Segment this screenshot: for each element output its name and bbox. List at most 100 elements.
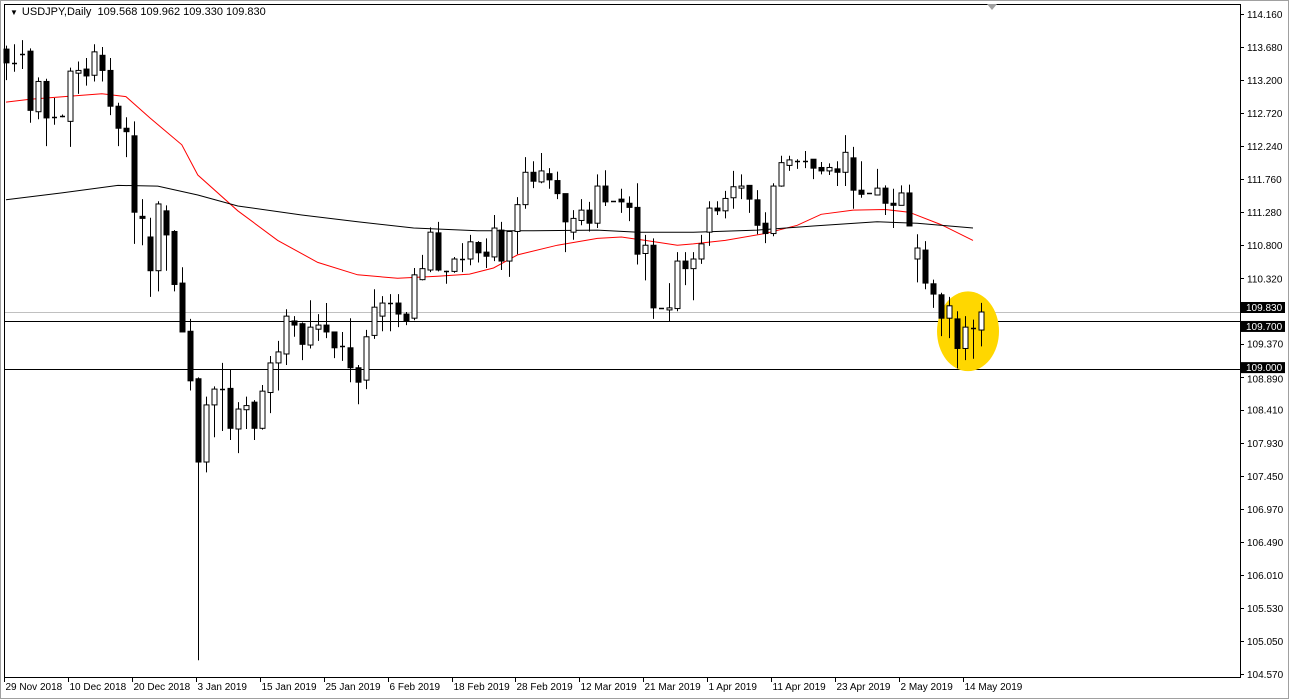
time-tick-label: 15 Jan 2019: [262, 682, 317, 693]
candle: [467, 234, 474, 266]
time-tick-label: 29 Nov 2018: [6, 682, 63, 693]
candle-body-bull: [978, 311, 985, 331]
candle-body-bear: [850, 157, 857, 191]
candle-body-bull: [259, 390, 266, 429]
candle-body-bull: [514, 204, 521, 232]
triangle-down-icon[interactable]: ▼: [10, 8, 18, 17]
candle-body-bear: [83, 68, 90, 77]
candle-body-bear: [634, 206, 641, 255]
time-tick-label: 11 Apr 2019: [773, 682, 827, 693]
candle-body-bull: [770, 185, 777, 235]
time-tick-label: 23 Apr 2019: [837, 682, 891, 693]
candle: [842, 135, 849, 187]
price-axis[interactable]: 114.160 113.680 113.200 112.720 112.240 111.7…: [1240, 4, 1285, 681]
candle: [259, 384, 266, 430]
candle: [578, 199, 585, 226]
candle: [818, 161, 825, 175]
candle-body-bear: [107, 69, 114, 107]
price-tick-label: 104.570: [1247, 670, 1284, 681]
candle-body-bear: [115, 105, 122, 129]
candle-body-bear: [618, 198, 625, 203]
candle: [834, 161, 841, 187]
candle: [730, 170, 737, 209]
price-tick-label: 105.530: [1247, 604, 1284, 615]
price-tick-label: 112.240: [1247, 142, 1283, 153]
candle-body-bear: [291, 320, 298, 326]
candle-body-bull: [275, 351, 282, 364]
candle-body-bull: [91, 51, 98, 76]
candle-body-bear: [131, 135, 138, 213]
candle-body-bull: [874, 187, 881, 196]
candle-body-bear: [530, 171, 537, 182]
candle: [267, 356, 274, 414]
candles-layer: [3, 40, 985, 661]
candle-body-bull: [538, 170, 545, 183]
candle: [874, 168, 881, 196]
candle-body-bear: [27, 50, 34, 111]
candle-body-bear: [99, 54, 106, 71]
candle-body-bear: [163, 210, 170, 236]
candle-body-bear: [650, 244, 657, 309]
price-tick-label: 111.760: [1247, 175, 1282, 186]
candle-body-bear: [554, 180, 561, 195]
price-tick-label: 107.450: [1247, 472, 1284, 483]
candle-body-bull: [235, 408, 242, 430]
candle-body-bull: [570, 217, 577, 233]
candle: [674, 252, 681, 312]
candle-body-bear: [123, 127, 130, 133]
candle: [203, 396, 210, 473]
candle: [291, 316, 298, 337]
candle: [491, 214, 498, 262]
candle: [460, 243, 465, 273]
time-tick-label: 3 Jan 2019: [198, 682, 248, 693]
time-tick-label: 6 Feb 2019: [390, 682, 441, 693]
candle: [220, 362, 225, 432]
candle: [898, 185, 905, 206]
candle: [299, 322, 306, 361]
candle: [27, 48, 34, 123]
chart-shift-marker-icon[interactable]: [987, 4, 997, 10]
price-label-level: 109.000: [1246, 363, 1283, 374]
candle-body-bull: [371, 306, 378, 336]
candle-body-bull: [642, 244, 649, 254]
candle: [235, 402, 242, 454]
price-tick-label: 106.970: [1247, 505, 1284, 516]
symbol-timeframe: USDJPY,Daily: [21, 6, 92, 18]
price-label-bid: 109.830: [1246, 303, 1283, 314]
time-axis[interactable]: 29 Nov 2018 10 Dec 2018 20 Dec 2018 3 Jan 2…: [4, 677, 1023, 693]
candle: [659, 307, 664, 310]
candle-body-bear: [930, 283, 937, 295]
candle-body-bull: [962, 326, 969, 349]
candle: [395, 294, 402, 328]
ma-fast-line: [5, 93, 974, 279]
candle: [211, 386, 218, 438]
price-label-box: [1241, 362, 1285, 374]
candle: [323, 303, 330, 339]
candle: [35, 77, 42, 120]
candle: [506, 230, 513, 277]
candle: [618, 188, 625, 213]
candle: [682, 252, 689, 286]
price-tick-label: 108.890: [1247, 375, 1284, 386]
candle-body-bull: [411, 274, 418, 319]
candle: [826, 163, 833, 176]
candle-body-bear: [858, 189, 865, 195]
time-tick-label: 14 May 2019: [965, 682, 1023, 693]
candle: [67, 67, 74, 147]
time-tick-label: 21 Mar 2019: [645, 682, 702, 693]
candle-body-bear: [626, 202, 633, 208]
candle: [634, 183, 641, 265]
price-tick-label: 110.320: [1247, 274, 1283, 285]
candle: [107, 58, 114, 116]
price-label-box: [1241, 320, 1285, 332]
moving-averages-layer: [5, 93, 974, 279]
candle: [131, 121, 138, 244]
candle: [698, 234, 705, 264]
candle-body-bull: [594, 185, 601, 224]
candle-body-bull: [914, 247, 921, 260]
candle: [570, 210, 577, 240]
candle: [163, 205, 170, 271]
candle-body-bear: [139, 215, 146, 219]
candle: [522, 157, 529, 209]
